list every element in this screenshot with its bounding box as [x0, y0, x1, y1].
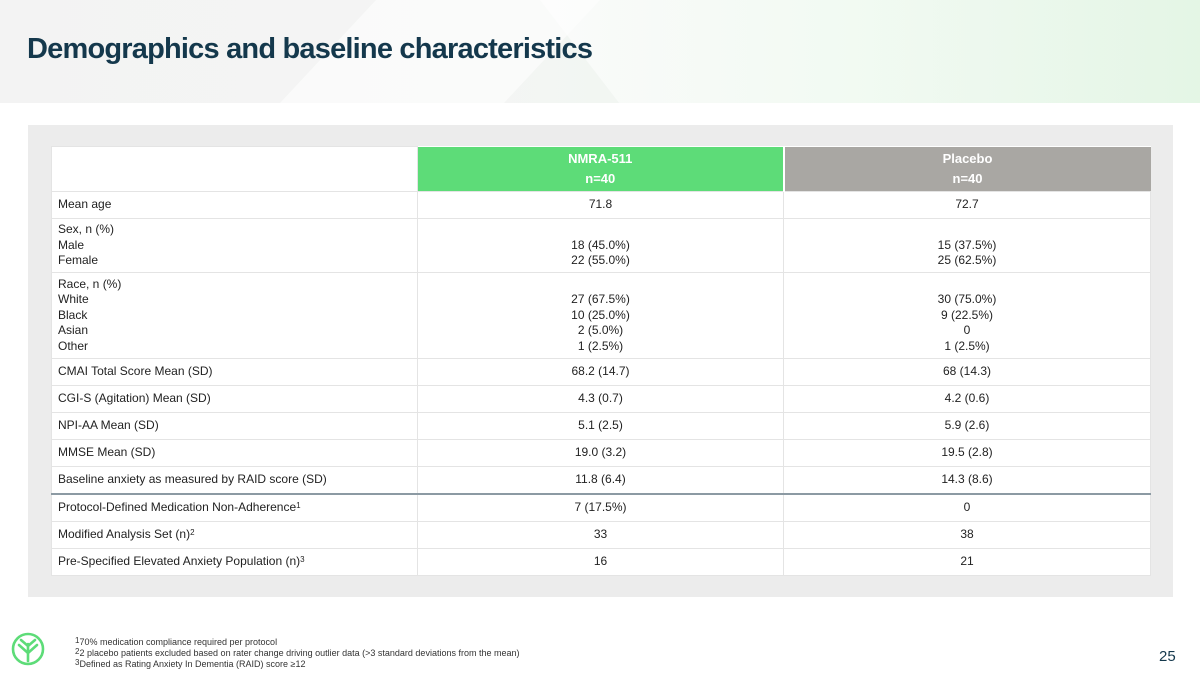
row-label: Modified Analysis Set (n)2	[51, 521, 418, 549]
nonadherence-label: Protocol-Defined Medication Non-Adherenc…	[58, 500, 297, 515]
race-black-placebo: 9 (22.5%)	[940, 307, 994, 322]
placebo-value: 0	[783, 493, 1151, 522]
table-row: CGI-S (Agitation) Mean (SD) 4.3 (0.7) 4.…	[51, 385, 1151, 413]
race-other-nmra: 1 (2.5%)	[577, 338, 624, 353]
nmra-value: 68.2 (14.7)	[417, 358, 784, 386]
sex-female-nmra: 22 (55.0%)	[571, 253, 630, 268]
page-title: Demographics and baseline characteristic…	[27, 33, 593, 65]
sex-male-label: Male	[58, 237, 85, 252]
mas-label: Modified Analysis Set (n)	[58, 527, 191, 542]
nmra-value: 19.0 (3.2)	[417, 439, 784, 467]
nmra-value: 16	[417, 548, 784, 576]
row-label: NPI-AA Mean (SD)	[51, 412, 418, 440]
race-heading: Race, n (%)	[58, 276, 122, 291]
nmra-value: 18 (45.0%) 22 (55.0%)	[417, 218, 784, 273]
placebo-value: 15 (37.5%) 25 (62.5%)	[783, 218, 1151, 273]
footnotes: 170% medication compliance required per …	[75, 636, 520, 670]
sex-heading: Sex, n (%)	[58, 222, 115, 237]
nmra-value: 33	[417, 521, 784, 549]
placebo-value: 14.3 (8.6)	[783, 466, 1151, 495]
nmra-name: NMRA-511	[568, 150, 633, 166]
table-row: MMSE Mean (SD) 19.0 (3.2) 19.5 (2.8)	[51, 439, 1151, 467]
header-decoration	[540, 0, 1200, 103]
page-number: 25	[1159, 648, 1176, 665]
race-black-nmra: 10 (25.0%)	[571, 307, 630, 322]
nmra-value: 7 (17.5%)	[417, 493, 784, 522]
placebo-value: 72.7	[783, 191, 1151, 219]
race-asian-label: Asian	[58, 323, 89, 338]
sex-male-nmra: 18 (45.0%)	[571, 237, 630, 252]
footnote-2: 22 placebo patients excluded based on ra…	[75, 647, 520, 658]
row-label: Pre-Specified Elevated Anxiety Populatio…	[51, 548, 418, 576]
nmra-value: 71.8	[417, 191, 784, 219]
placebo-value: 68 (14.3)	[783, 358, 1151, 386]
row-label: Race, n (%) White Black Asian Other	[51, 272, 418, 359]
placebo-value: 4.2 (0.6)	[783, 385, 1151, 413]
table-row: Sex, n (%) Male Female 18 (45.0%) 22 (55…	[51, 218, 1151, 273]
row-label: CMAI Total Score Mean (SD)	[51, 358, 418, 386]
row-label: CGI-S (Agitation) Mean (SD)	[51, 385, 418, 413]
race-black-label: Black	[58, 307, 88, 322]
table-row: NPI-AA Mean (SD) 5.1 (2.5) 5.9 (2.6)	[51, 412, 1151, 440]
footnote-marker: 3	[300, 555, 305, 565]
race-other-placebo: 1 (2.5%)	[944, 338, 990, 353]
row-label: Sex, n (%) Male Female	[51, 218, 418, 273]
placebo-value: 38	[783, 521, 1151, 549]
sex-female-placebo: 25 (62.5%)	[937, 253, 997, 268]
table-row: Baseline anxiety as measured by RAID sco…	[51, 466, 1151, 495]
header-band	[0, 0, 1200, 103]
race-white-label: White	[58, 292, 89, 307]
table-row: Race, n (%) White Black Asian Other 27 (…	[51, 272, 1151, 359]
race-asian-nmra: 2 (5.0%)	[577, 323, 624, 338]
nmra-value: 27 (67.5%) 10 (25.0%) 2 (5.0%) 1 (2.5%)	[417, 272, 784, 359]
footnote-3: 3Defined as Rating Anxiety In Dementia (…	[75, 658, 306, 669]
footnote-marker: 2	[190, 528, 195, 538]
race-asian-placebo: 0	[963, 323, 971, 338]
sex-female-label: Female	[58, 253, 99, 268]
nmra-value: 4.3 (0.7)	[417, 385, 784, 413]
placebo-value: 19.5 (2.8)	[783, 439, 1151, 467]
table-row: Mean age 71.8 72.7	[51, 191, 1151, 219]
footnote-marker: 1	[296, 501, 301, 511]
footnote-1: 170% medication compliance required per …	[75, 636, 278, 647]
nmra-value: 11.8 (6.4)	[417, 466, 784, 495]
table-row: Modified Analysis Set (n)2 33 38	[51, 521, 1151, 549]
row-label: Baseline anxiety as measured by RAID sco…	[51, 466, 418, 495]
table-header-row: NMRA-511 n=40 Placebo n=40	[51, 146, 1151, 192]
header-nmra-511: NMRA-511 n=40	[417, 146, 785, 192]
row-label: MMSE Mean (SD)	[51, 439, 418, 467]
sex-male-placebo: 15 (37.5%)	[937, 237, 997, 252]
header-placebo: Placebo n=40	[783, 146, 1151, 192]
nmra-n: n=40	[585, 170, 616, 186]
leaf-logo-icon	[11, 632, 45, 666]
table-row: Pre-Specified Elevated Anxiety Populatio…	[51, 548, 1151, 576]
race-other-label: Other	[58, 338, 89, 353]
race-white-placebo: 30 (75.0%)	[937, 292, 997, 307]
table-row: CMAI Total Score Mean (SD) 68.2 (14.7) 6…	[51, 358, 1151, 386]
placebo-n: n=40	[952, 170, 983, 186]
header-blank-cell	[51, 146, 418, 192]
placebo-value: 30 (75.0%) 9 (22.5%) 0 1 (2.5%)	[783, 272, 1151, 359]
row-label: Protocol-Defined Medication Non-Adherenc…	[51, 493, 418, 522]
table-row: Protocol-Defined Medication Non-Adherenc…	[51, 493, 1151, 522]
race-white-nmra: 27 (67.5%)	[571, 292, 630, 307]
elevated-label: Pre-Specified Elevated Anxiety Populatio…	[58, 554, 301, 569]
nmra-value: 5.1 (2.5)	[417, 412, 784, 440]
placebo-value: 5.9 (2.6)	[783, 412, 1151, 440]
demographics-table: NMRA-511 n=40 Placebo n=40 Mean age 71.8…	[51, 146, 1151, 576]
placebo-value: 21	[783, 548, 1151, 576]
placebo-name: Placebo	[942, 150, 993, 166]
row-label: Mean age	[51, 191, 418, 219]
